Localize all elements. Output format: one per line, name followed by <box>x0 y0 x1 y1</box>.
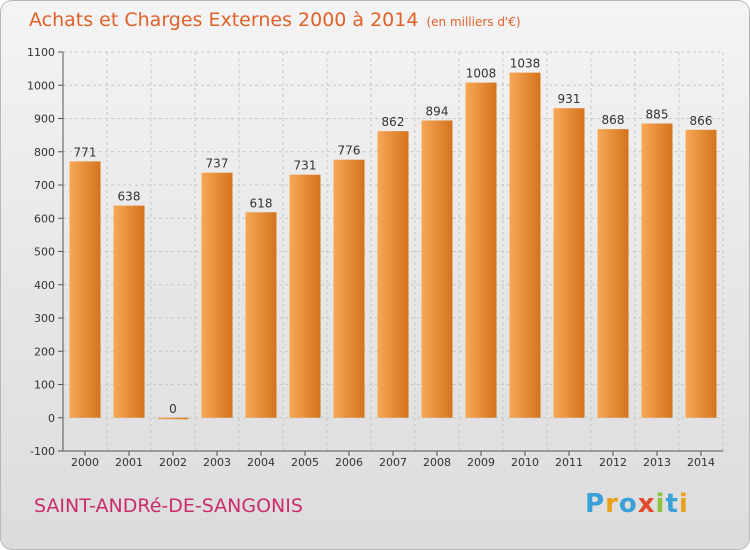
y-tick-label: 500 <box>34 246 55 259</box>
bar-value-label: 776 <box>338 144 361 158</box>
y-tick-label: 600 <box>34 212 55 225</box>
bar-value-label: 868 <box>602 113 625 127</box>
logo-letter: P <box>585 489 606 519</box>
bar <box>69 161 101 418</box>
x-tick-label: 2002 <box>159 456 187 469</box>
bar-value-label: 894 <box>426 104 449 118</box>
logo-letter: i <box>678 489 689 519</box>
y-tick-label: 300 <box>34 312 55 325</box>
chart-subtitle: (en milliers d'€) <box>426 15 521 29</box>
y-tick-label: 1100 <box>27 46 55 59</box>
bar <box>201 172 233 418</box>
x-tick-label: 2004 <box>247 456 275 469</box>
bar-value-label: 931 <box>558 92 581 106</box>
x-tick-label: 2001 <box>115 456 143 469</box>
x-tick-label: 2013 <box>643 456 671 469</box>
chart-title-text: Achats et Charges Externes 2000 à 2014 <box>29 9 419 31</box>
y-tick-label: 700 <box>34 179 55 192</box>
bar <box>113 205 145 418</box>
bar-value-label: 771 <box>74 145 97 159</box>
bar-value-label: 866 <box>690 114 713 128</box>
x-tick-label: 2014 <box>687 456 715 469</box>
bar <box>641 123 673 418</box>
bar-value-label: 885 <box>646 107 669 121</box>
x-tick-label: 2000 <box>71 456 99 469</box>
bar <box>509 72 541 418</box>
bar <box>289 174 321 418</box>
bar <box>553 108 585 418</box>
x-tick-label: 2008 <box>423 456 451 469</box>
bar-value-label: 737 <box>206 157 229 171</box>
x-tick-label: 2012 <box>599 456 627 469</box>
x-tick-label: 2003 <box>203 456 231 469</box>
x-tick-label: 2005 <box>291 456 319 469</box>
bar-value-label: 0 <box>169 402 177 416</box>
x-tick-label: 2010 <box>511 456 539 469</box>
logo-letter: r <box>605 489 619 519</box>
x-tick-label: 2011 <box>555 456 583 469</box>
logo-letter: o <box>618 489 638 519</box>
city-name: SAINT-ANDRé-DE-SANGONIS <box>34 495 303 517</box>
y-tick-label: -100 <box>30 445 55 458</box>
bar <box>597 129 629 418</box>
bar <box>245 212 277 418</box>
bar-value-label: 1008 <box>466 67 497 81</box>
logo-letter: x <box>637 489 656 519</box>
bar-value-label: 1038 <box>510 57 541 71</box>
x-tick-label: 2009 <box>467 456 495 469</box>
axis-layer: -100 0 100 200 300 400 500 600 700 800 900 1000 1100… <box>27 46 723 469</box>
y-tick-label: 800 <box>34 146 55 159</box>
proxiti-logo[interactable]: Proxiti <box>585 489 689 519</box>
bar-layer: 771 638 0 737 618 731 776 862 894 1008 1038 931 868 8… <box>69 57 717 420</box>
x-tick-label: 2007 <box>379 456 407 469</box>
bar <box>157 417 189 420</box>
bar <box>377 131 409 418</box>
bar <box>333 159 365 418</box>
y-tick-label: 100 <box>34 379 55 392</box>
bar <box>421 120 453 418</box>
y-tick-label: 900 <box>34 113 55 126</box>
bar-value-label: 638 <box>118 190 141 204</box>
bar <box>465 82 497 418</box>
logo-letter: t <box>665 489 679 519</box>
bar-value-label: 731 <box>294 159 317 173</box>
bar-value-label: 862 <box>382 115 405 129</box>
y-tick-label: 200 <box>34 345 55 358</box>
bar <box>685 129 717 418</box>
logo-letter: i <box>655 489 666 519</box>
y-tick-label: 0 <box>48 412 55 425</box>
bar-value-label: 618 <box>250 196 273 210</box>
y-tick-label: 400 <box>34 279 55 292</box>
chart-title: Achats et Charges Externes 2000 à 2014 (e… <box>29 9 521 31</box>
y-tick-label: 1000 <box>27 79 55 92</box>
x-tick-label: 2006 <box>335 456 363 469</box>
